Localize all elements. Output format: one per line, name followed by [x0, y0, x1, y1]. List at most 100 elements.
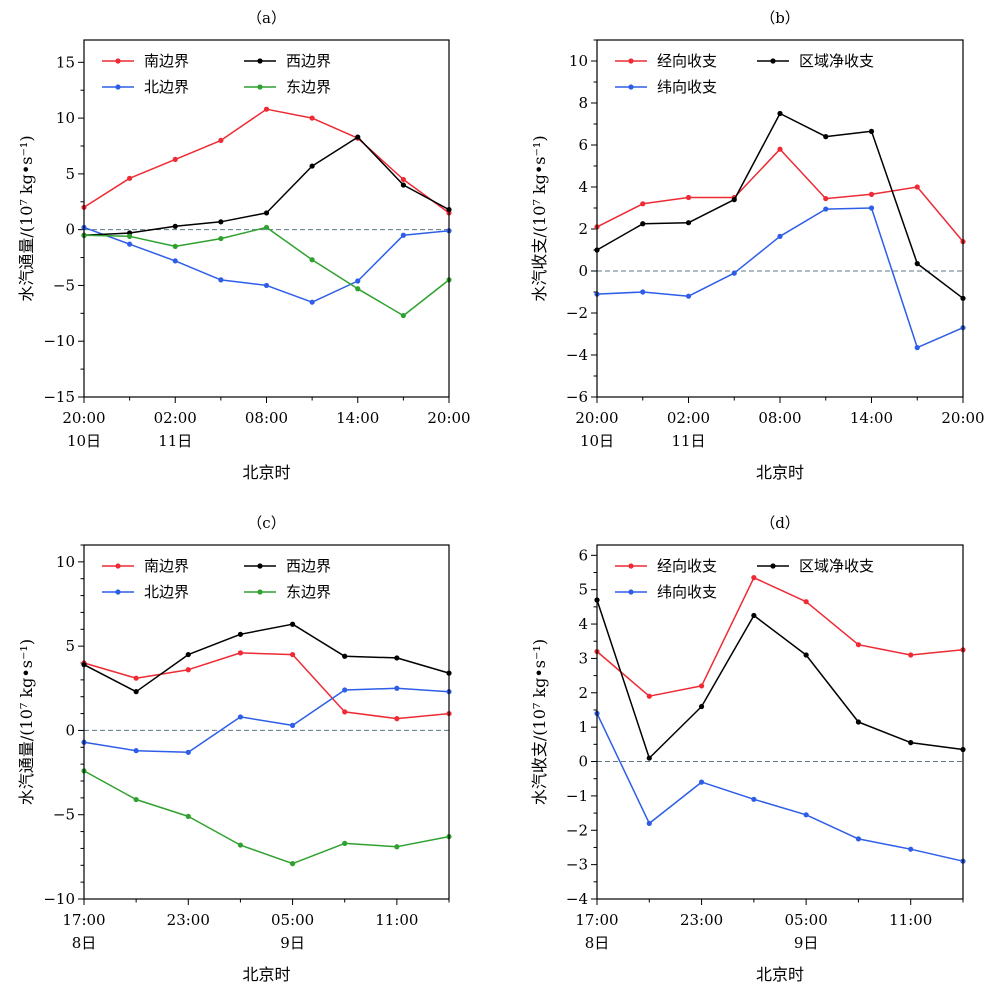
data-point	[355, 286, 361, 292]
legend-item: 经向收支	[615, 557, 717, 575]
legend-item: 纬向收支	[615, 78, 717, 96]
legend-label: 东边界	[286, 583, 331, 601]
y-tick-label: −4	[566, 346, 588, 364]
data-point	[640, 289, 646, 295]
y-tick-label: 6	[578, 136, 588, 154]
series-line-c-0	[83, 652, 450, 720]
data-point	[646, 693, 652, 699]
data-point	[172, 258, 178, 264]
data-point	[640, 221, 646, 227]
y-tick-label: 10	[56, 553, 75, 571]
data-point	[355, 278, 361, 284]
data-point	[394, 685, 400, 691]
data-point	[237, 714, 244, 720]
legend-item: 西边界	[244, 557, 331, 575]
y-tick-label: −6	[566, 388, 588, 406]
legend-swatch-marker	[628, 589, 634, 595]
data-point	[263, 282, 270, 289]
data-point	[289, 722, 296, 728]
x-axis-label: 北京时	[756, 965, 804, 984]
y-axis-label: 水汽通量/(10⁷ kg•s⁻¹)	[17, 639, 36, 805]
data-point	[751, 612, 757, 619]
y-tick-label: −5	[53, 276, 75, 294]
y-axis-label: 水汽收支/(10⁷ kg•s⁻¹)	[530, 135, 549, 301]
data-point	[289, 621, 296, 627]
date-label: 9日	[280, 934, 305, 952]
x-axis-label: 北京时	[756, 463, 804, 482]
data-point	[731, 197, 737, 203]
date-label: 10日	[580, 432, 614, 450]
series-line-c-2	[83, 623, 450, 693]
data-point	[172, 156, 178, 162]
legend-item: 北边界	[102, 583, 189, 601]
data-point	[868, 191, 875, 197]
data-point	[309, 257, 315, 263]
legend-label: 西边界	[286, 52, 331, 70]
legend-swatch-marker	[770, 58, 776, 64]
y-tick-label: 5	[65, 637, 75, 655]
data-point	[698, 779, 705, 785]
data-point	[342, 687, 348, 693]
legend-item: 西边界	[244, 52, 331, 70]
date-label: 8日	[585, 934, 610, 952]
series-line-d-1	[596, 713, 964, 862]
y-tick-label: −4	[566, 890, 588, 908]
data-point	[803, 652, 809, 658]
data-point	[394, 655, 400, 661]
data-point	[908, 846, 914, 852]
x-tick-label: 08:00	[245, 409, 288, 427]
data-point	[237, 650, 244, 656]
y-tick-label: −2	[566, 821, 588, 839]
data-point	[698, 703, 705, 710]
series-line-d-0	[596, 576, 964, 697]
data-point	[309, 299, 315, 305]
legend-item: 南边界	[102, 557, 189, 575]
legend-label: 南边界	[144, 52, 189, 70]
data-point	[400, 232, 406, 238]
data-point	[237, 842, 244, 848]
panel-title: （c）	[247, 514, 285, 532]
legend-swatch-marker	[628, 84, 634, 90]
x-tick-label: 02:00	[154, 409, 197, 427]
date-label: 9日	[794, 934, 819, 952]
y-tick-label: 6	[578, 546, 588, 564]
x-tick-label: 23:00	[167, 911, 210, 929]
y-tick-label: 2	[578, 684, 588, 702]
x-tick-label: 14:00	[336, 409, 379, 427]
y-tick-label: −5	[53, 806, 75, 824]
series-line-b-2	[596, 112, 964, 299]
legend-swatch-marker	[257, 563, 263, 569]
data-point	[172, 223, 178, 229]
data-point	[133, 675, 139, 681]
data-point	[777, 146, 783, 152]
x-tick-label: 17:00	[575, 911, 618, 929]
data-point	[185, 749, 191, 755]
legend-label: 北边界	[144, 583, 189, 601]
legend-swatch-marker	[257, 58, 263, 64]
x-tick-label: 14:00	[850, 409, 893, 427]
legend-label: 纬向收支	[657, 78, 717, 96]
y-tick-label: 5	[65, 165, 75, 183]
series-line-b-0	[596, 148, 964, 243]
data-point	[342, 653, 348, 659]
data-point	[218, 219, 224, 225]
legend-swatch-marker	[257, 589, 263, 595]
legend-label: 区域净收支	[799, 52, 874, 70]
y-tick-label: 0	[578, 753, 588, 771]
panel-title: （a）	[247, 9, 286, 27]
data-point	[855, 836, 862, 842]
data-point	[263, 210, 270, 216]
legend-label: 东边界	[286, 78, 331, 96]
data-point	[855, 642, 862, 648]
data-point	[394, 844, 400, 850]
data-point	[646, 755, 652, 761]
x-tick-label: 20:00	[575, 409, 618, 427]
x-tick-label: 20:00	[941, 409, 984, 427]
data-point	[685, 220, 692, 226]
data-point	[289, 651, 296, 658]
data-point	[218, 137, 224, 144]
data-point	[640, 201, 646, 207]
plot-frame	[83, 544, 450, 900]
y-tick-label: 10	[569, 52, 588, 70]
